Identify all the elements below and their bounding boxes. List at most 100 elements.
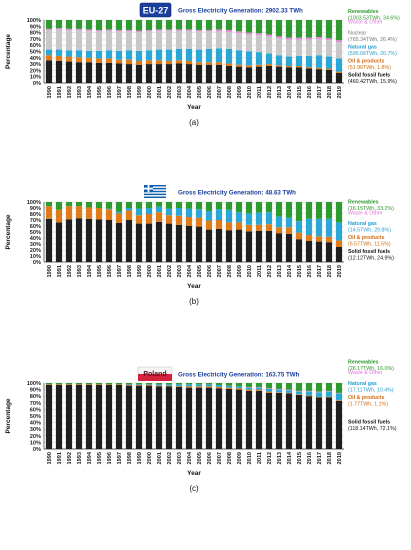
bar-segment-solid-fossil-fuels-2002 [165,64,173,83]
x-tick-label: 2010 [247,86,253,98]
bar-segment-natural-gas-2018 [325,56,333,69]
bar-segment-natural-gas-2011 [255,387,263,390]
bar-segment-waste-other-1990 [45,28,53,31]
bar-segment-natural-gas-2011 [255,212,263,225]
bar-segment-solid-fossil-fuels-2014 [285,393,293,449]
bar-segment-natural-gas-2008 [225,385,233,388]
bar-segment-renewables-1993 [75,202,83,207]
bar-segment-oil-products-2005 [195,386,203,388]
legend-series-value: (5.57TWh, 11.5%) [348,242,391,248]
y-tick-label: 100% [27,381,41,387]
bar-segment-renewables-2013 [275,20,283,37]
legend-series-value: (599.68TWh, 20.7%) [348,51,397,57]
bar-segment-oil-products-2015 [295,232,303,240]
y-tick-label: 80% [30,31,41,37]
bar-segment-oil-products-2013 [275,392,283,393]
bar-segment-renewables-2000 [145,202,153,208]
bar-segment-solid-fossil-fuels-1995 [95,384,103,449]
x-tick-label: 2000 [147,86,153,98]
bar-segment-nuclear-2005 [195,31,203,50]
x-tick-label: 2002 [167,265,173,277]
panel-label: (b) [189,297,199,306]
bar-segment-solid-fossil-fuels-2014 [285,233,293,262]
bar-segment-waste-other-2018 [325,390,333,392]
bar-segment-oil-products-2006 [205,220,213,230]
bar-segment-oil-products-2016 [305,67,313,69]
bar-segment-natural-gas-2010 [245,213,253,225]
bar-segment-natural-gas-2012 [265,388,273,392]
bar-segment-oil-products-1996 [105,58,113,63]
bar-segment-renewables-2007 [215,202,223,210]
bar-segment-natural-gas-2018 [325,218,333,237]
y-tick-label: 50% [30,50,41,56]
x-tick-label: 1990 [47,265,53,277]
bar-segment-oil-products-2007 [215,62,223,65]
bar-segment-solid-fossil-fuels-2016 [305,396,313,449]
bar-segment-renewables-2001 [155,202,163,207]
bar-segment-renewables-1990 [45,20,53,29]
bar-segment-renewables-2015 [295,383,303,391]
bar-segment-oil-products-1995 [95,58,103,63]
y-tick-label: 0% [33,260,41,266]
x-tick-label: 1999 [137,86,143,98]
bar-segment-natural-gas-2002 [165,384,173,386]
bar-segment-solid-fossil-fuels-2017 [315,241,323,262]
bar-segment-natural-gas-2000 [145,384,153,385]
chart-panel-3: Poland Gross Electricity Generation: 163.… [5,359,397,493]
bar-segment-renewables-1996 [105,20,113,30]
bar-segment-renewables-2004 [185,383,193,385]
x-tick-label: 1993 [77,452,83,464]
chart-panel-1: EU-27 Gross Electricity Generation: 2902.… [5,2,400,127]
bar-segment-natural-gas-2019 [335,393,343,401]
bar-segment-solid-fossil-fuels-1995 [95,219,103,262]
legend-series-value: (1.77TWh, 1.1%) [348,401,388,407]
x-tick-label: 2008 [227,265,233,277]
bar-segment-natural-gas-2000 [145,208,153,214]
bar-segment-solid-fossil-fuels-2017 [315,69,323,83]
bar-segment-solid-fossil-fuels-1999 [135,385,143,449]
bar-segment-solid-fossil-fuels-2008 [225,230,233,262]
x-tick-label: 2017 [317,86,323,98]
bar-segment-oil-products-2000 [145,60,153,65]
x-tick-label: 2011 [257,86,263,98]
x-tick-label: 2003 [177,452,183,464]
bar-segment-natural-gas-1993 [75,50,83,58]
bar-segment-natural-gas-2010 [245,387,253,390]
bar-segment-natural-gas-2010 [245,51,253,66]
x-tick-label: 2006 [207,265,213,277]
bar-segment-nuclear-1991 [55,29,63,50]
bar-segment-renewables-1996 [105,383,113,385]
y-axis-title: Percentage [5,214,12,249]
bar-segment-oil-products-1997 [115,59,123,64]
bar-segment-waste-other-2015 [295,390,303,392]
x-tick-label: 2013 [277,86,283,98]
bar-segment-solid-fossil-fuels-1990 [45,218,53,262]
x-tick-label: 2007 [217,452,223,464]
bar-segment-solid-fossil-fuels-2016 [305,241,313,262]
bar-segment-natural-gas-1998 [125,50,133,60]
legend-series-name: Nuclear [348,30,366,36]
x-tick-label: 2015 [297,86,303,98]
bar-segment-solid-fossil-fuels-2005 [195,387,203,449]
x-axis-title: Year [187,470,201,477]
bar-segment-solid-fossil-fuels-2015 [295,394,303,449]
bar-segment-waste-other-2017 [315,37,323,39]
x-tick-label: 2009 [237,86,243,98]
bar-segment-renewables-1999 [135,20,143,31]
bar-segment-natural-gas-2004 [185,384,193,387]
bar-segment-nuclear-2009 [235,33,243,51]
legend-series-value: (460.42TWh, 15.9%) [348,79,397,85]
x-tick-label: 2016 [307,265,313,277]
bar-segment-natural-gas-2017 [315,55,323,68]
bar-segment-renewables-2018 [325,383,333,391]
bar-segment-oil-products-2001 [155,212,163,222]
bar-segment-solid-fossil-fuels-2010 [245,390,253,449]
bar-segment-waste-other-2003 [175,29,183,31]
bar-segment-solid-fossil-fuels-2001 [155,221,163,262]
bar-segment-renewables-2015 [295,202,303,222]
bar-segment-natural-gas-1999 [135,384,143,385]
y-tick-label: 70% [30,218,41,224]
bar-segment-solid-fossil-fuels-1990 [45,384,53,449]
bar-segment-renewables-2004 [185,202,193,209]
bar-segment-natural-gas-1991 [55,49,63,56]
